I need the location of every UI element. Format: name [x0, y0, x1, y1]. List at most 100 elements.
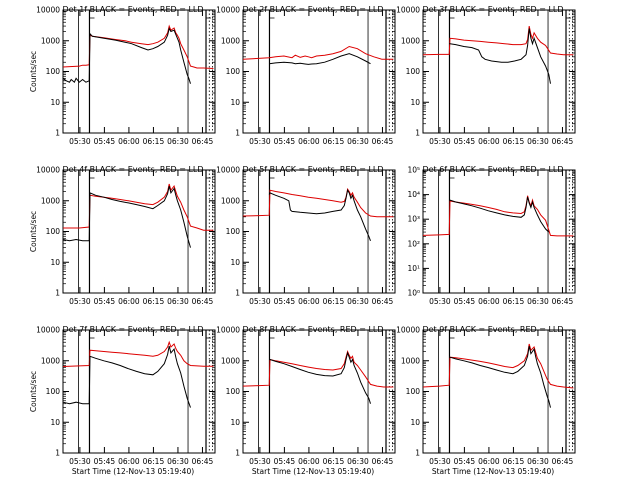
series-events-line [269, 53, 371, 65]
y-axis-label: Counts/sec [29, 211, 38, 252]
interval-bracket [205, 170, 212, 179]
x-tick-label: 05:45 [274, 297, 296, 306]
y-tick-label: 10 [410, 98, 420, 107]
y-tick-label: 1000 [401, 356, 420, 365]
interval-bracket [385, 10, 392, 19]
panel-det-9: Det 9f BLACK = Events, RED = LLD11010010… [396, 325, 576, 476]
y-tick-label: 1000 [221, 356, 240, 365]
panel-det-7: Det 7f BLACK = Events, RED = LLD11010010… [29, 325, 216, 476]
y-tick-label: 10000 [36, 166, 60, 175]
series-lld-line [422, 195, 574, 237]
x-tick-label: 05:45 [454, 137, 476, 146]
x-tick-label: 06:00 [118, 457, 140, 466]
y-tick-label: 100 [46, 227, 61, 236]
x-tick-label: 05:30 [429, 297, 451, 306]
y-tick-label: 100 [406, 387, 421, 396]
interval-bracket [449, 10, 455, 19]
x-tick-label: 06:15 [503, 137, 525, 146]
x-tick-label: 05:45 [274, 457, 296, 466]
x-tick-label: 06:15 [503, 457, 525, 466]
y-tick-label: 10³ [407, 215, 420, 224]
interval-bracket [89, 330, 95, 339]
x-tick-label: 06:15 [503, 297, 525, 306]
x-tick-label: 06:30 [167, 137, 189, 146]
x-tick-label: 05:45 [94, 137, 116, 146]
panel-det-3: Det 3f BLACK = Events, RED = LLD11010010… [396, 5, 576, 146]
plot-frame [62, 329, 216, 454]
series-events-line [62, 27, 191, 84]
y-tick-label: 10¹ [407, 264, 420, 273]
x-tick-label: 06:15 [323, 297, 345, 306]
x-tick-label: 05:30 [69, 297, 91, 306]
y-tick-label: 1 [235, 289, 240, 298]
x-tick-label: 06:15 [323, 137, 345, 146]
y-tick-label: 1 [235, 129, 240, 138]
y-axis-label: Counts/sec [29, 51, 38, 92]
y-tick-label: 1000 [41, 356, 60, 365]
plot-frame [422, 329, 576, 454]
y-tick-label: 1000 [221, 196, 240, 205]
interval-bracket [385, 170, 392, 179]
x-tick-label: 06:45 [372, 457, 394, 466]
y-tick-label: 10000 [216, 166, 240, 175]
x-tick-label: 06:45 [192, 457, 214, 466]
y-tick-label: 1 [55, 129, 60, 138]
y-tick-label: 1 [235, 449, 240, 458]
y-tick-label: 1 [55, 289, 60, 298]
interval-bracket [565, 10, 572, 19]
panel-det-8: Det 8f BLACK = Events, RED = LLD11010010… [216, 325, 396, 476]
y-tick-label: 100 [226, 67, 241, 76]
y-tick-label: 1 [415, 129, 420, 138]
x-tick-label: 06:00 [118, 137, 140, 146]
y-tick-label: 100 [226, 227, 241, 236]
x-tick-label: 05:30 [429, 457, 451, 466]
y-tick-label: 10000 [216, 6, 240, 15]
series-events-line [269, 351, 371, 404]
x-tick-label: 06:15 [323, 457, 345, 466]
series-lld-line [62, 24, 214, 69]
x-tick-label: 06:45 [372, 297, 394, 306]
x-tick-label: 06:00 [478, 297, 500, 306]
interval-bracket [449, 330, 455, 339]
x-tick-label: 05:30 [69, 457, 91, 466]
plot-frame [422, 9, 576, 134]
y-tick-label: 10⁵ [407, 166, 420, 175]
y-tick-label: 1 [55, 449, 60, 458]
y-tick-label: 100 [46, 67, 61, 76]
x-tick-label: 06:00 [298, 297, 320, 306]
plot-frame [422, 169, 576, 294]
series-events-line [62, 345, 191, 408]
y-tick-label: 100 [226, 387, 241, 396]
y-axis-label: Counts/sec [29, 371, 38, 412]
panel-det-1: Det 1f BLACK = Events, RED = LLD11010010… [29, 5, 216, 146]
y-tick-label: 10 [50, 418, 60, 427]
series-events-line [449, 196, 550, 233]
y-tick-label: 10000 [216, 326, 240, 335]
x-tick-label: 06:45 [192, 297, 214, 306]
y-tick-label: 10 [50, 258, 60, 267]
series-events-line [449, 28, 551, 84]
x-tick-label: 05:45 [454, 457, 476, 466]
y-tick-label: 10 [230, 98, 240, 107]
x-tick-label: 05:45 [94, 457, 116, 466]
x-tick-label: 06:30 [347, 457, 369, 466]
y-tick-label: 10 [230, 418, 240, 427]
y-tick-label: 1 [415, 449, 420, 458]
x-tick-label: 06:45 [552, 457, 574, 466]
series-lld-line [242, 45, 394, 60]
series-lld-line [242, 349, 394, 388]
x-tick-label: 05:45 [94, 297, 116, 306]
x-tick-label: 06:15 [143, 137, 165, 146]
x-axis-label: Start Time (12-Nov-13 05:19:40) [432, 467, 554, 476]
interval-bracket [269, 10, 275, 19]
panel-det-6: Det 6f BLACK = Events, RED = LLD10⁰10¹10… [407, 165, 576, 306]
x-tick-label: 06:45 [192, 137, 214, 146]
series-lld-line [242, 187, 394, 218]
x-axis-label: Start Time (12-Nov-13 05:19:40) [72, 467, 194, 476]
x-tick-label: 05:30 [429, 137, 451, 146]
interval-bracket [385, 330, 392, 339]
x-tick-label: 06:30 [527, 457, 549, 466]
x-tick-label: 06:15 [143, 297, 165, 306]
y-tick-label: 10000 [396, 6, 420, 15]
interval-bracket [205, 10, 212, 19]
